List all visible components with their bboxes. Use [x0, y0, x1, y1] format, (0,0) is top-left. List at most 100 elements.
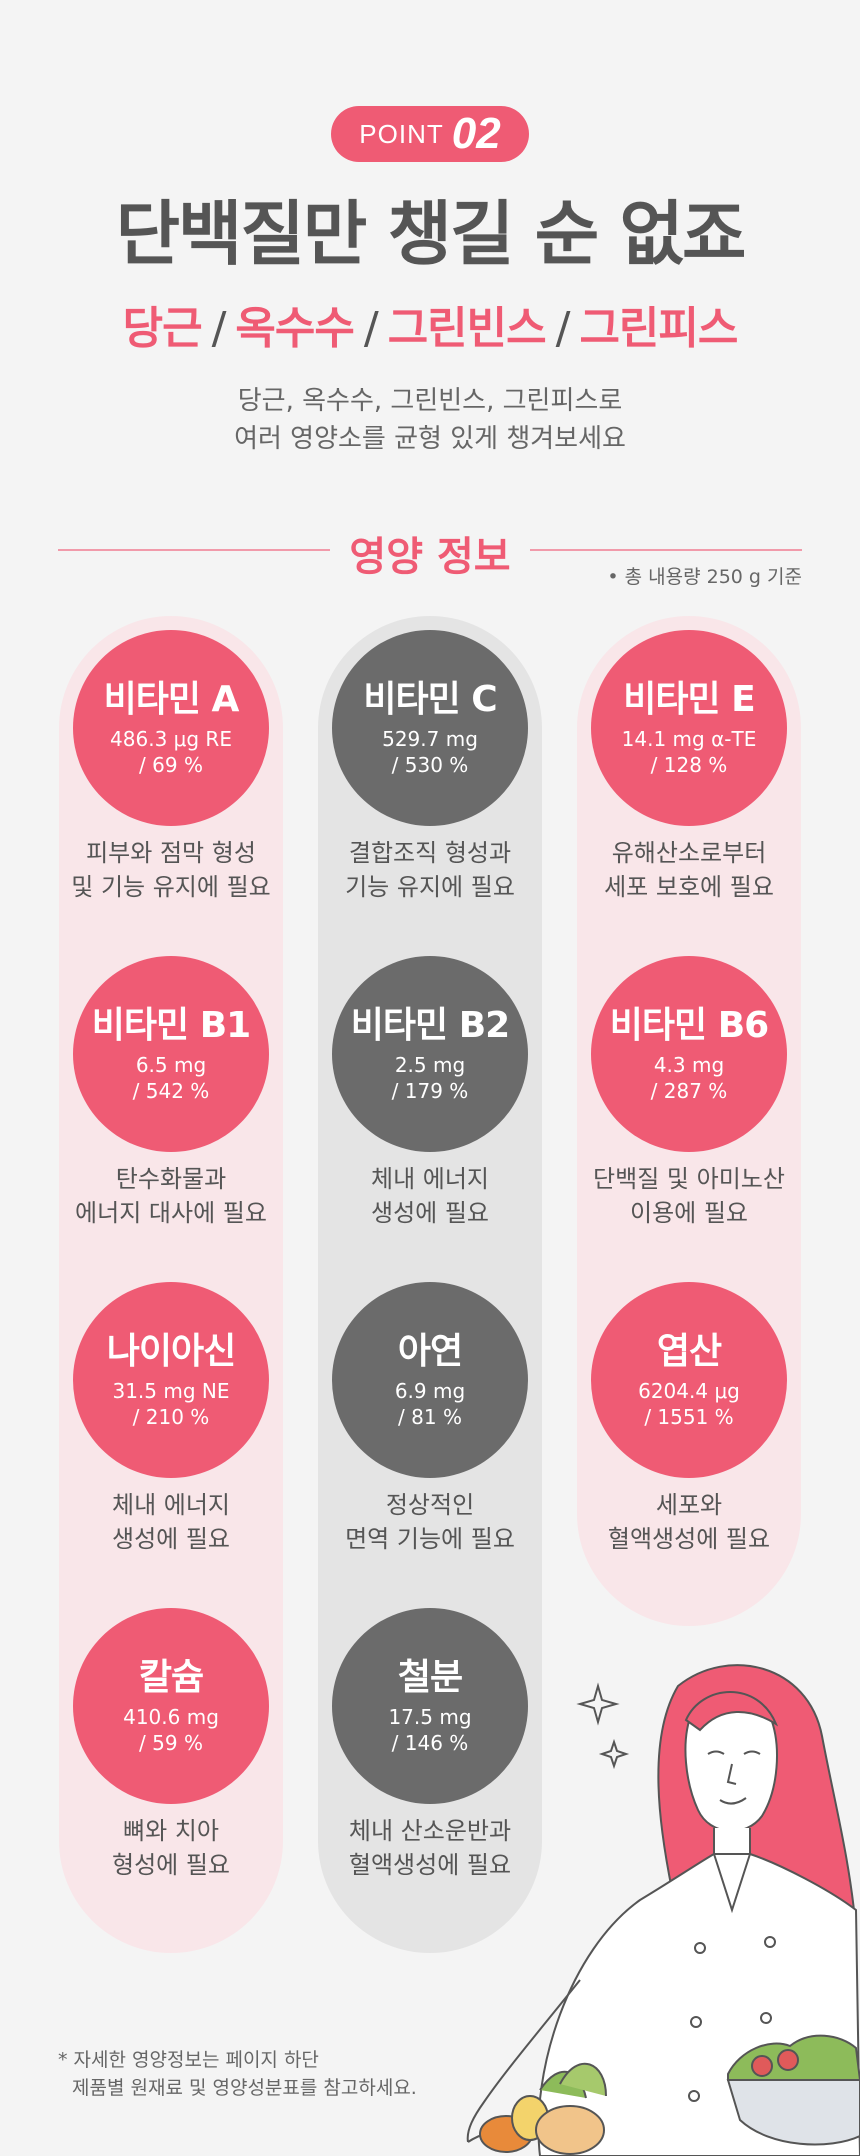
vegetable-carrot: 당근 [122, 303, 203, 354]
nutrient-name: 칼슘 [138, 1657, 204, 1698]
nutrient-circle-niacin: 나이아신 31.5 mg NE / 210 % [73, 1282, 269, 1478]
nutrient-circle-iron: 철분 17.5 mg / 146 % [332, 1608, 528, 1804]
nutrient-percent: / 210 % [132, 1405, 210, 1429]
nutrient-amount: 529.7 mg [382, 727, 478, 751]
separator: / [555, 303, 571, 354]
role-line: 체내 에너지 [111, 1491, 231, 1519]
nutrient-percent: / 530 % [391, 753, 469, 777]
nutrient-role-niacin: 체내 에너지 생성에 필요 [51, 1488, 291, 1556]
nutrient-percent: / 287 % [650, 1079, 728, 1103]
nutrient-circle-folic-acid: 엽산 6204.4 μg / 1551 % [591, 1282, 787, 1478]
coat-buttons [688, 1936, 776, 2102]
role-line: 체내 산소운반과 [348, 1817, 512, 1845]
footnote: * 자세한 영양정보는 페이지 하단 제품별 원재료 및 영양성분표를 참고하세… [58, 2046, 417, 2102]
section-title: 영양 정보 [349, 534, 511, 580]
nutrient-role-vitamin-c: 결합조직 형성과 기능 유지에 필요 [310, 836, 550, 904]
role-line: 정상적인 [385, 1491, 475, 1519]
role-line: 이용에 필요 [629, 1199, 749, 1227]
footnote-line: * 자세한 영양정보는 페이지 하단 [58, 2049, 319, 2071]
role-line: 기능 유지에 필요 [345, 873, 515, 901]
nutrient-role-zinc: 정상적인 면역 기능에 필요 [310, 1488, 550, 1556]
nutrient-circle-vitamin-e: 비타민 E 14.1 mg α-TE / 128 % [591, 630, 787, 826]
nutrient-role-vitamin-e: 유해산소로부터 세포 보호에 필요 [569, 836, 809, 904]
vegetables-left [479, 2062, 607, 2155]
role-line: 면역 기능에 필요 [345, 1525, 515, 1553]
nutrient-role-iron: 체내 산소운반과 혈액생성에 필요 [310, 1814, 550, 1882]
role-line: 체내 에너지 [370, 1165, 490, 1193]
nutrient-name: 아연 [397, 1331, 463, 1372]
role-line: 및 기능 유지에 필요 [71, 873, 271, 901]
nutrient-circle-vitamin-a: 비타민 A 486.3 μg RE / 69 % [73, 630, 269, 826]
role-line: 뼈와 치아 [123, 1817, 219, 1845]
nutrient-percent: / 179 % [391, 1079, 469, 1103]
nutrient-role-vitamin-a: 피부와 점막 형성 및 기능 유지에 필요 [51, 836, 291, 904]
nutrient-amount: 14.1 mg α-TE [621, 727, 757, 751]
point-badge: POINT 02 [331, 106, 529, 162]
nutrient-role-vitamin-b6: 단백질 및 아미노산 이용에 필요 [569, 1162, 809, 1230]
nutrient-percent: / 146 % [391, 1731, 469, 1755]
description-line-2: 여러 영양소를 균형 있게 챙겨보세요 [234, 424, 626, 454]
nutrient-circle-calcium: 칼슘 410.6 mg / 59 % [73, 1608, 269, 1804]
nutrient-name: 엽산 [656, 1331, 722, 1372]
section-divider-left [58, 549, 330, 551]
role-line: 단백질 및 아미노산 [593, 1165, 785, 1193]
role-line: 세포 보호에 필요 [604, 873, 774, 901]
role-line: 생성에 필요 [111, 1525, 231, 1553]
vegetable-list: 당근 / 옥수수 / 그린빈스 / 그린피스 [0, 292, 860, 356]
role-line: 피부와 점막 형성 [86, 839, 256, 867]
nutrient-percent: / 128 % [650, 753, 728, 777]
nutrient-circle-zinc: 아연 6.9 mg / 81 % [332, 1282, 528, 1478]
vegetable-corn: 옥수수 [235, 303, 354, 354]
chef-illustration [466, 1664, 860, 2156]
separator: / [211, 303, 227, 354]
role-line: 유해산소로부터 [611, 839, 767, 867]
nutrient-circle-vitamin-b2: 비타민 B2 2.5 mg / 179 % [332, 956, 528, 1152]
vegetable-green-beans: 그린빈스 [387, 303, 547, 354]
nutrient-amount: 4.3 mg [653, 1053, 725, 1077]
role-line: 결합조직 형성과 [348, 839, 512, 867]
role-line: 혈액생성에 필요 [607, 1525, 771, 1553]
nutrient-role-calcium: 뼈와 치아 형성에 필요 [51, 1814, 291, 1882]
nutrient-name: 비타민 E [623, 679, 755, 720]
nutrient-amount: 410.6 mg [123, 1705, 219, 1729]
role-line: 세포와 [655, 1491, 723, 1519]
nutrient-role-folic-acid: 세포와 혈액생성에 필요 [569, 1488, 809, 1556]
nutrient-name: 나이아신 [106, 1331, 236, 1372]
vegetable-green-peas: 그린피스 [579, 303, 738, 354]
role-line: 형성에 필요 [111, 1851, 231, 1879]
nutrient-role-vitamin-b2: 체내 에너지 생성에 필요 [310, 1162, 550, 1230]
nutrient-percent: / 69 % [139, 753, 203, 777]
section-divider-right [530, 549, 802, 551]
page-title: 단백질만 챙길 순 없죠 [115, 193, 747, 275]
sparkle-icon [576, 1682, 630, 1770]
nutrient-name: 비타민 C [363, 679, 497, 720]
nutrient-percent: / 542 % [132, 1079, 210, 1103]
nutrient-amount: 6204.4 μg [638, 1379, 740, 1403]
separator: / [363, 303, 379, 354]
point-number: 02 [451, 109, 501, 158]
role-line: 탄수화물과 [115, 1165, 227, 1193]
nutrient-name: 철분 [397, 1657, 463, 1698]
role-line: 혈액생성에 필요 [348, 1851, 512, 1879]
nutrient-percent: / 59 % [139, 1731, 203, 1755]
nutrient-name: 비타민 B2 [350, 1005, 510, 1046]
role-line: 생성에 필요 [370, 1199, 490, 1227]
nutrient-amount: 17.5 mg [388, 1705, 472, 1729]
nutrient-role-vitamin-b1: 탄수화물과 에너지 대사에 필요 [51, 1162, 291, 1230]
nutrient-name: 비타민 A [103, 679, 240, 720]
nutrient-amount: 6.5 mg [135, 1053, 207, 1077]
section-note: • 총 내용량 250 g 기준 [607, 566, 802, 588]
nutrient-circle-vitamin-c: 비타민 C 529.7 mg / 530 % [332, 630, 528, 826]
nutrient-circle-vitamin-b1: 비타민 B1 6.5 mg / 542 % [73, 956, 269, 1152]
nutrient-circle-vitamin-b6: 비타민 B6 4.3 mg / 287 % [591, 956, 787, 1152]
nutrient-name: 비타민 B1 [91, 1005, 251, 1046]
nutrient-amount: 486.3 μg RE [110, 727, 232, 751]
nutrient-amount: 31.5 mg NE [112, 1379, 230, 1403]
nutrient-percent: / 1551 % [644, 1405, 734, 1429]
nutrient-amount: 6.9 mg [394, 1379, 466, 1403]
footnote-line: 제품별 원재료 및 영양성분표를 참고하세요. [72, 2077, 417, 2099]
nutrient-percent: / 81 % [398, 1405, 462, 1429]
nutrient-name: 비타민 B6 [609, 1005, 769, 1046]
description-line-1: 당근, 옥수수, 그린빈스, 그린피스로 [237, 386, 623, 416]
salad-bowl [726, 2034, 860, 2146]
